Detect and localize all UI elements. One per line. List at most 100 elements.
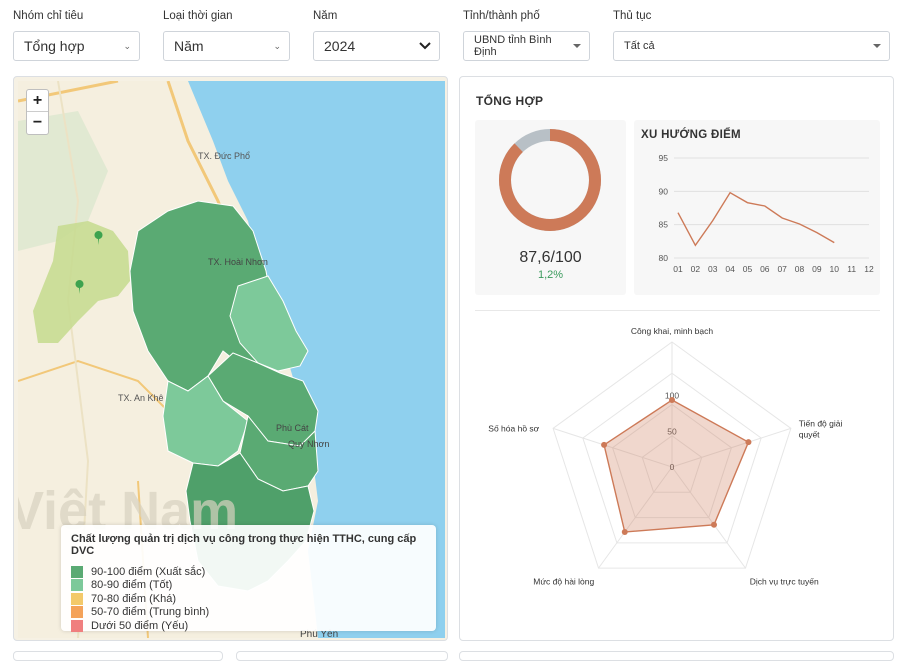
radar-grid-ring [641,435,703,493]
bottom-card [236,651,448,661]
legend-item: 50-70 điểm (Trung bình) [71,606,426,620]
radar-point [669,397,675,404]
map-legend: Chất lượng quản trị dịch vụ công trong t… [61,525,436,633]
legend-swatch [71,619,83,632]
donut-value-arc [499,129,601,231]
map-label: TX. An Khê [118,393,164,403]
trend-xtick: 10 [830,264,840,274]
legend-label: 80-90 điểm (Tốt) [91,579,173,592]
trend-xtick: 07 [777,264,787,274]
procedure-value: Tất cả [624,40,655,52]
legend-swatch [71,579,83,592]
radar-axis-label: Công khai, minh bạch [631,326,713,336]
map-label: Phù Cát [276,423,309,433]
trend-ytick: 80 [659,253,669,263]
caret-down-icon [873,44,881,48]
summary-title: TỔNG HỢP [476,94,544,108]
trend-title: XU HƯỚNG ĐIỂM [641,129,741,141]
bottom-card [13,651,223,661]
score-value: 87,6/100 [519,249,582,266]
map-panel: TX. Đức Phổ TX. Hoài Nhơn TX. An Khê Phù… [13,76,448,641]
year-filter: Năm 2024 [313,10,440,61]
trend-xtick: 09 [812,264,822,274]
legend-title: Chất lượng quản trị dịch vụ công trong t… [71,533,417,557]
trend-ytick: 95 [659,153,669,163]
indicator-group-label: Nhóm chỉ tiêu [13,10,84,22]
trend-card: XU HƯỚNG ĐIỂM 80 85 90 95 01 02 03 04 05 06 07 08 09… [634,120,880,295]
legend-item: 90-100 điểm (Xuất sắc) [71,565,426,579]
radar-point [601,441,608,448]
legend-label: 50-70 điểm (Trung bình) [91,606,210,619]
year-value: 2024 [324,38,356,54]
radar-chart: 0 50 100 Công khai, minh bạch Tiến độ giải qu… [488,326,843,586]
radar-axis-label: Mức độ hài lòng [533,576,594,586]
time-type-select[interactable]: Năm ⌄ [163,31,290,61]
year-label: Năm [313,10,338,22]
province-filter: Tỉnh/thành phố UBND tỉnh Bình Định [463,10,590,61]
trend-chart: 80 85 90 95 01 02 03 04 05 06 07 08 09 10 11 12 [659,153,874,274]
summary-panel: TỔNG HỢP 87,6/100 1,2% XU HƯỚNG ĐIỂM 80 8… [459,76,894,641]
time-type-value: Năm [174,38,204,54]
radar-axis-label: Tiến độ giải quyết [799,418,843,439]
trend-xtick: 11 [847,264,856,274]
chevron-down-icon [419,42,431,50]
chevron-down-icon: ⌄ [123,40,131,51]
map-label: Phú Yên [300,629,338,638]
legend-swatch [71,606,83,619]
legend-swatch [71,592,83,605]
score-change: 1,2% [537,269,564,281]
radar-rtick: 100 [665,391,679,401]
indicator-group-select[interactable]: Tổng hợp ⌄ [13,31,140,61]
radar-axis-line [671,427,792,468]
trend-line [677,191,835,247]
radar-point [621,529,628,536]
zoom-out-button[interactable]: − [32,114,43,131]
province-select[interactable]: UBND tỉnh Bình Định [463,31,590,61]
trend-xtick: 08 [795,264,805,274]
radar-axis-label: Dịch vụ trực tuyến [750,576,819,586]
radar-axis-label: Số hóa hồ sơ [488,423,539,433]
map-label: TX. Hoài Nhơn [208,257,268,267]
radar-axis-line [552,427,673,468]
score-card: 87,6/100 1,2% [475,120,626,295]
chevron-down-icon: ⌄ [273,40,281,51]
radar-point [745,439,752,446]
bottom-card [459,651,894,661]
legend-item: 80-90 điểm (Tốt) [71,579,426,593]
time-type-filter: Loại thời gian Năm ⌄ [163,10,290,61]
legend-item: 70-80 điểm (Khá) [71,592,426,606]
legend-label: 70-80 điểm (Khá) [91,592,176,605]
divider [475,310,880,311]
radar-rtick: 0 [670,462,675,472]
legend-label: 90-100 điểm (Xuất sắc) [91,565,206,578]
trend-xtick: 04 [725,264,735,274]
province-map[interactable]: TX. Đức Phổ TX. Hoài Nhơn TX. An Khê Phù… [18,81,445,638]
zoom-in-button[interactable]: + [27,90,48,112]
province-label: Tỉnh/thành phố [463,10,540,22]
trend-xtick: 01 [673,264,683,274]
trend-xtick: 06 [760,264,770,274]
year-select[interactable]: 2024 [313,31,440,61]
indicator-group-value: Tổng hợp [24,38,85,54]
procedure-filter: Thủ tục Tất cả [613,10,890,61]
legend-label: Dưới 50 điểm (Yếu) [91,619,189,632]
trend-ytick: 85 [659,220,669,230]
caret-down-icon [573,44,581,48]
time-type-label: Loại thời gian [163,10,233,22]
radar-area [603,399,750,533]
procedure-label: Thủ tục [613,10,652,22]
trend-xtick: 12 [864,264,874,274]
procedure-select[interactable]: Tất cả [613,31,890,61]
radar-axis-line [671,466,746,569]
legend-swatch [71,565,83,578]
radar-grid-ring [552,341,792,569]
score-donut [499,129,601,231]
zoom-control: + − [26,89,49,135]
province-value: UBND tỉnh Bình Định [474,34,552,58]
indicator-group-filter: Nhóm chỉ tiêu Tổng hợp ⌄ [13,10,140,61]
trend-xtick: 03 [708,264,718,274]
radar-point [710,521,717,528]
trend-ytick: 90 [659,186,669,196]
legend-item: Dưới 50 điểm (Yếu) [71,619,426,633]
radar-rtick: 50 [667,426,677,436]
